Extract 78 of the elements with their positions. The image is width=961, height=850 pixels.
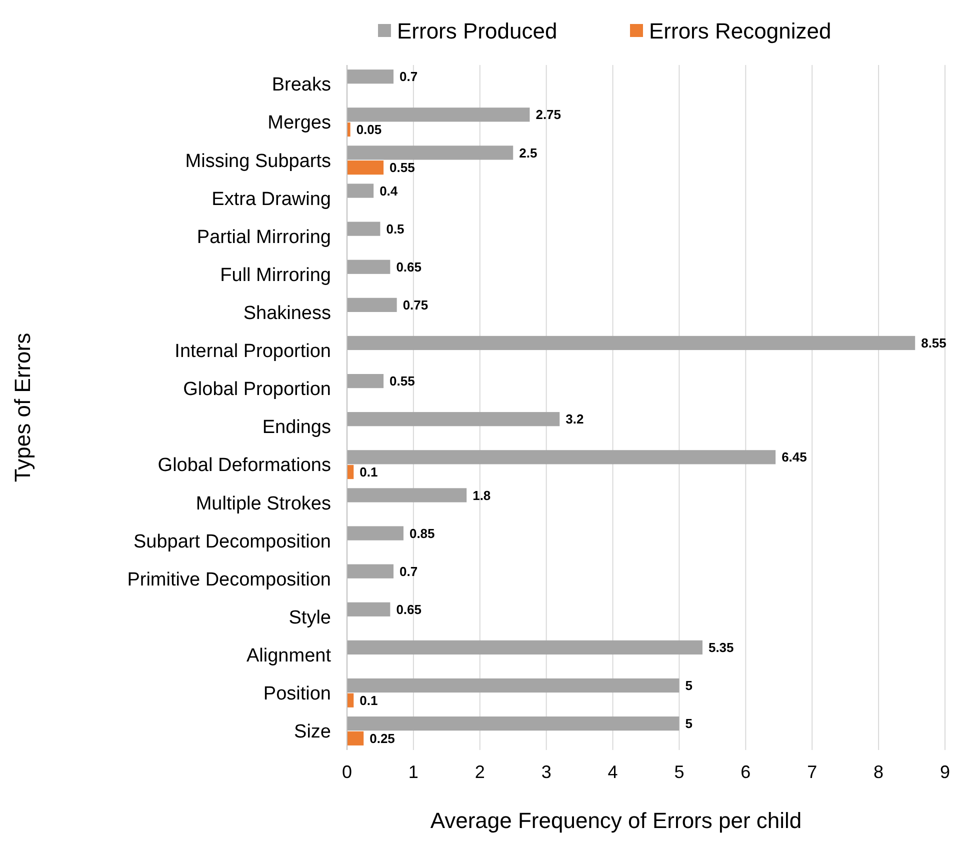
legend-label: Errors Recognized	[649, 18, 832, 44]
bar	[347, 70, 394, 84]
bar	[347, 564, 394, 578]
y-tick-label: Endings	[262, 417, 331, 438]
bar	[347, 146, 514, 160]
bar	[347, 260, 390, 274]
bar	[347, 678, 680, 693]
x-axis-title: Average Frequency of Errors per child	[430, 808, 802, 833]
data-label: 0.05	[356, 122, 382, 138]
data-label: 1.8	[472, 488, 491, 503]
data-label: 0.5	[386, 221, 404, 236]
y-tick-label: Subpart Decomposition	[134, 531, 331, 552]
bar	[347, 693, 354, 708]
y-tick-label: Full Mirroring	[220, 264, 331, 286]
bar	[347, 464, 354, 480]
x-tick-label: 8	[874, 762, 884, 782]
data-label: 5.35	[708, 640, 734, 655]
bar	[347, 640, 702, 654]
data-label: 0.75	[402, 297, 428, 312]
bar	[347, 222, 380, 236]
y-tick-label: Partial Mirroring	[196, 226, 331, 248]
y-tick-label: Primitive Decomposition	[127, 569, 331, 590]
y-tick-label: Alignment	[246, 646, 332, 667]
x-tick-label: 1	[408, 762, 418, 782]
x-tick-label: 9	[940, 762, 950, 782]
data-label: 2.75	[536, 107, 562, 122]
bar	[347, 716, 680, 731]
x-tick-label: 0	[342, 762, 352, 782]
y-tick-label: Global Deformations	[158, 455, 331, 476]
data-label: 0.85	[409, 526, 435, 541]
bar	[347, 122, 350, 137]
data-label: 5	[685, 678, 692, 694]
y-tick-label: Internal Proportion	[174, 341, 331, 362]
y-axis-title: Types of Errors	[10, 332, 35, 482]
bar	[347, 450, 776, 464]
y-tick-label: Multiple Strokes	[196, 493, 331, 514]
x-tick-label: 3	[541, 762, 552, 782]
y-tick-label: Extra Drawing	[212, 188, 331, 210]
y-tick-label: Merges	[268, 112, 331, 134]
data-label: 0.1	[360, 692, 378, 708]
data-label: 0.55	[390, 374, 415, 389]
x-tick-label: 5	[674, 762, 684, 782]
data-label: 8.55	[921, 336, 946, 351]
data-label: 0.1	[360, 464, 378, 480]
bar	[347, 602, 390, 616]
bar	[347, 526, 404, 540]
x-tick-label: 6	[740, 762, 751, 782]
data-label: 0.7	[400, 69, 418, 84]
data-label: 0.65	[396, 259, 422, 274]
y-tick-label: Missing Subparts	[185, 150, 331, 172]
data-label: 3.2	[566, 412, 584, 427]
y-tick-label: Position	[263, 684, 331, 705]
y-tick-label: Size	[294, 722, 331, 743]
bar	[347, 108, 530, 122]
bar	[347, 374, 384, 388]
data-label: 5	[685, 716, 692, 732]
bar	[347, 412, 560, 426]
bar	[347, 160, 384, 175]
data-label: 2.5	[519, 145, 538, 160]
x-tick-label: 4	[608, 762, 618, 782]
bar	[347, 184, 374, 198]
data-label: 0.25	[370, 730, 395, 746]
data-label: 0.7	[400, 564, 418, 579]
y-tick-label: Breaks	[272, 74, 331, 96]
bar	[347, 731, 364, 746]
x-tick-label: 2	[474, 762, 485, 782]
x-tick-label: 7	[807, 762, 818, 782]
bar	[347, 336, 916, 350]
y-tick-label: Global Proportion	[183, 379, 331, 400]
data-label: 0.4	[380, 183, 398, 198]
y-tick-label: Style	[288, 607, 331, 628]
bar	[347, 488, 467, 502]
legend-label: Errors Produced	[397, 18, 558, 44]
bar	[347, 298, 397, 312]
y-tick-label: Shakiness	[243, 303, 331, 324]
data-label: 0.55	[390, 160, 415, 176]
data-label: 0.65	[396, 602, 422, 617]
data-label: 6.45	[782, 450, 807, 465]
